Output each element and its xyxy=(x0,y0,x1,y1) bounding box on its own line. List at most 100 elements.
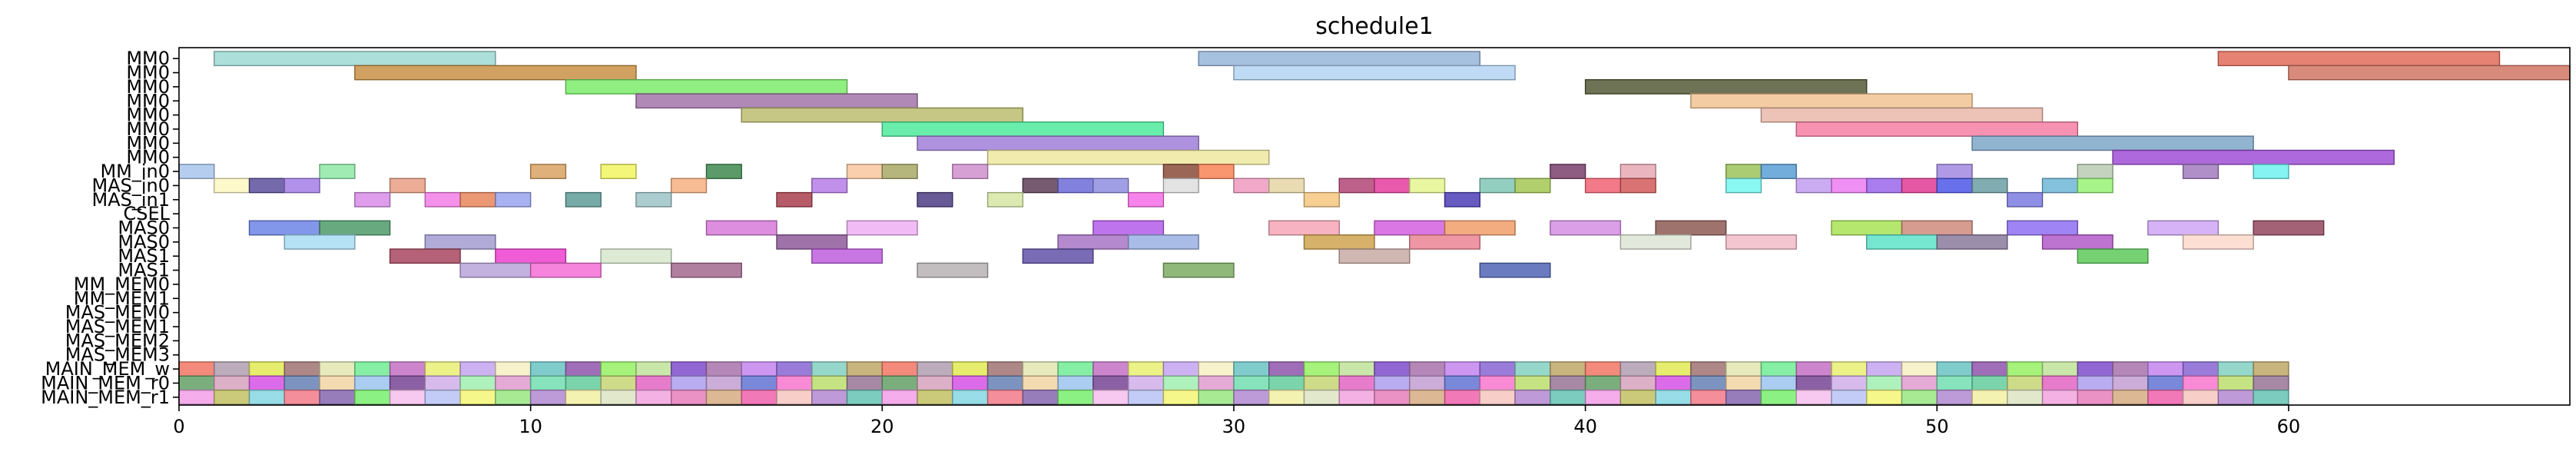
memory-slot xyxy=(1831,361,1868,377)
memory-slot xyxy=(1303,375,1340,391)
memory-slot xyxy=(529,389,567,405)
memory-bars xyxy=(178,361,2289,405)
task-bar xyxy=(565,79,848,95)
x-tick-label: 20 xyxy=(870,416,894,437)
task-bar xyxy=(214,51,496,67)
task-bar xyxy=(283,178,320,194)
memory-slot xyxy=(2077,389,2114,405)
memory-slot xyxy=(1831,375,1868,391)
task-bar xyxy=(389,248,461,264)
task-bar xyxy=(1338,248,1411,264)
row-label: CSEL xyxy=(123,203,170,224)
task-bar xyxy=(1901,178,1938,194)
memory-slot xyxy=(178,361,215,377)
memory-slot xyxy=(1620,389,1656,405)
memory-slot xyxy=(741,389,777,405)
task-bar xyxy=(1550,164,1586,179)
task-bar xyxy=(1901,220,1973,236)
memory-slot xyxy=(1690,375,1727,391)
task-bar xyxy=(459,191,496,208)
memory-slot xyxy=(881,375,918,391)
memory-slot xyxy=(459,375,496,391)
task-bar xyxy=(1444,220,1516,236)
memory-slot xyxy=(2253,375,2289,391)
memory-slot xyxy=(1374,389,1411,405)
memory-slot xyxy=(2007,361,2044,377)
task-bar xyxy=(1725,164,1762,179)
row-label: MAIN_MEM_r0 xyxy=(41,372,170,394)
memory-slot xyxy=(917,361,953,377)
memory-slot xyxy=(776,389,813,405)
task-bar xyxy=(529,262,602,278)
task-bar xyxy=(214,178,250,194)
task-bar xyxy=(1022,248,1094,264)
task-bar xyxy=(1303,191,1340,208)
task-bar xyxy=(1760,164,1797,179)
memory-slot xyxy=(1760,361,1797,377)
task-bar xyxy=(1233,178,1270,194)
row-label: MAS1 xyxy=(118,260,170,281)
row-label: MM0 xyxy=(126,147,170,168)
task-bar xyxy=(917,135,1199,151)
memory-slot xyxy=(2112,375,2149,391)
task-bar xyxy=(881,121,1165,137)
task-bar xyxy=(459,262,532,278)
task-bar xyxy=(1057,178,1094,194)
memory-slot xyxy=(1233,375,1270,391)
task-bars xyxy=(178,51,2571,278)
memory-slot xyxy=(635,375,672,391)
task-bar xyxy=(2253,220,2325,236)
memory-slot xyxy=(1374,361,1411,377)
task-bar xyxy=(1233,65,1516,81)
memory-slot xyxy=(1831,389,1868,405)
task-bar xyxy=(705,164,742,179)
memory-slot xyxy=(986,389,1024,405)
task-bar xyxy=(424,234,496,250)
memory-slot xyxy=(424,389,461,405)
memory-slot xyxy=(495,389,532,405)
memory-slot xyxy=(529,361,567,377)
memory-slot xyxy=(319,389,356,405)
task-bar xyxy=(1057,234,1129,250)
task-bar xyxy=(1936,178,1973,194)
task-bar xyxy=(600,164,637,179)
task-bar xyxy=(1268,220,1340,236)
task-bar xyxy=(2077,248,2149,264)
memory-slot xyxy=(917,375,953,391)
task-bar xyxy=(2077,164,2114,179)
row-label: MAS_in0 xyxy=(91,174,170,196)
memory-slot xyxy=(1550,389,1586,405)
task-bar xyxy=(529,164,567,179)
row-label: MAIN_MEM_r1 xyxy=(41,387,170,408)
task-bar xyxy=(1198,51,1480,67)
memory-slot xyxy=(2147,361,2184,377)
memory-slot xyxy=(2112,361,2149,377)
x-axis-ticks: 0 10 20 30 40 50 60 xyxy=(173,405,2300,437)
memory-slot xyxy=(1409,389,1446,405)
task-bar xyxy=(1936,234,2008,250)
memory-slot xyxy=(495,361,532,377)
memory-slot xyxy=(2182,361,2220,377)
memory-slot xyxy=(1444,375,1480,391)
memory-slot xyxy=(2041,389,2078,405)
memory-slot xyxy=(1479,361,1516,377)
memory-slot xyxy=(671,361,708,377)
memory-slot xyxy=(2253,361,2289,377)
task-bar xyxy=(1127,234,1199,250)
memory-slot xyxy=(1936,361,1973,377)
task-bar xyxy=(741,107,1024,123)
row-label: MM0 xyxy=(126,62,170,84)
task-bar xyxy=(1795,178,1832,194)
memory-slot xyxy=(2182,389,2220,405)
task-bar xyxy=(1760,107,2044,123)
memory-slot xyxy=(2077,375,2114,391)
x-tick-label: 10 xyxy=(519,416,542,437)
memory-slot xyxy=(1936,375,1973,391)
row-label: MAIN_MEM_w xyxy=(45,358,170,380)
memory-slot xyxy=(389,375,426,391)
memory-slot xyxy=(389,389,426,405)
task-bar xyxy=(846,164,883,179)
memory-slot xyxy=(881,389,918,405)
task-bar xyxy=(2147,220,2220,236)
